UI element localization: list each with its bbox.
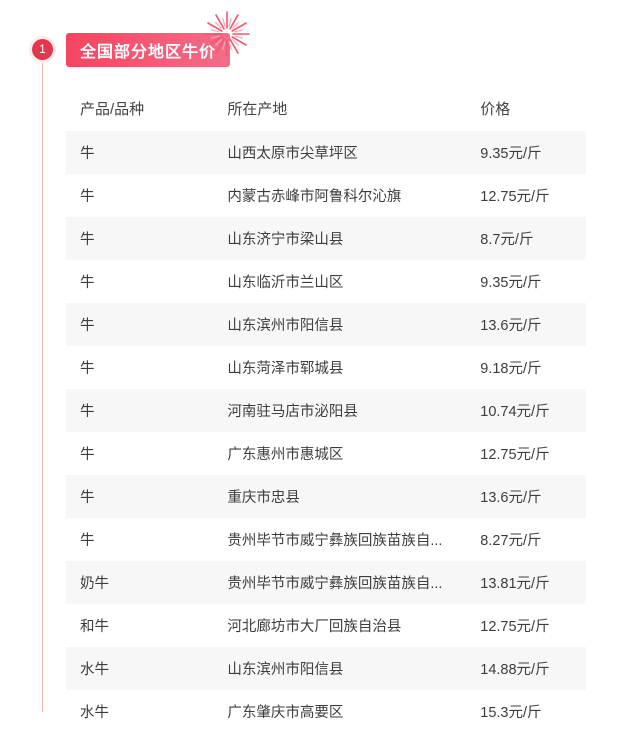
cell-origin: 山东滨州市阳信县 (213, 647, 467, 690)
cell-price: 13.6元/斤 (466, 475, 586, 518)
cell-price: 12.75元/斤 (480, 619, 550, 635)
column-header-product: 产品/品种 (66, 86, 214, 131)
cell-origin: 山西太原市尖草坪区 (213, 131, 467, 174)
table-row: 牛 广东惠州市惠城区 12.75元/斤 (66, 432, 586, 475)
cell-origin: 河北廊坊市大厂回族自治县 (227, 619, 402, 635)
cell-price: 14.88元/斤 (466, 647, 586, 690)
cell-product: 牛 (66, 475, 214, 518)
cell-origin: 贵州毕节市威宁彝族回族苗族自... (213, 561, 467, 604)
table-row: 牛 贵州毕节市威宁彝族回族苗族自... 8.27元/斤 (66, 518, 586, 561)
cell-product: 牛 (80, 533, 95, 549)
cell-price: 12.75元/斤 (480, 447, 550, 463)
cell-product: 和牛 (80, 619, 109, 635)
cell-product: 奶牛 (66, 561, 214, 604)
cell-product: 牛 (80, 275, 95, 291)
table-row: 牛河南驻马店市泌阳县 10.74元/斤 (66, 389, 586, 432)
cell-origin: 山东菏泽市郓城县 (227, 361, 344, 377)
cell-product: 牛 (66, 217, 214, 260)
cell-origin: 河南驻马店市泌阳县 (213, 389, 467, 432)
cell-product: 牛 (66, 389, 214, 432)
table-row: 牛重庆市忠县 13.6元/斤 (66, 475, 586, 518)
cell-origin: 贵州毕节市威宁彝族回族苗族自... (227, 533, 443, 549)
cell-price: 12.75元/斤 (480, 189, 550, 205)
page-title: 全国部分地区牛价 (80, 44, 217, 61)
beef-price-table: 产品/品种 所在产地 价格 牛山西太原市尖草坪区 9.35元/斤牛内蒙古赤峰市阿鲁… (66, 86, 586, 733)
table-row: 牛山东济宁市梁山县 8.7元/斤 (66, 217, 586, 260)
cell-origin: 广东惠州市惠城区 (227, 447, 344, 463)
cell-origin: 山东滨州市阳信县 (213, 303, 467, 346)
table-row: 牛山东滨州市阳信县 13.6元/斤 (66, 303, 586, 346)
cell-product: 水牛 (66, 647, 214, 690)
cell-product: 牛 (80, 189, 95, 205)
cell-price: 8.7元/斤 (466, 217, 586, 260)
table-row: 牛 山东临沂市兰山区 9.35元/斤 (66, 260, 586, 303)
step-badge: 1 (32, 39, 53, 60)
table-row: 奶牛 贵州毕节市威宁彝族回族苗族自... 13.81元/斤 (66, 561, 586, 604)
cell-product: 牛 (66, 303, 214, 346)
cell-price: 9.35元/斤 (480, 275, 542, 291)
table-row: 和牛 河北廊坊市大厂回族自治县 12.75元/斤 (66, 604, 586, 647)
cell-price: 9.35元/斤 (466, 131, 586, 174)
cell-price: 13.6元/斤 (466, 303, 586, 346)
cell-product: 牛 (66, 131, 214, 174)
cell-origin: 重庆市忠县 (213, 475, 467, 518)
timeline-rail (42, 50, 43, 712)
cell-price: 8.27元/斤 (480, 533, 542, 549)
column-header-origin: 所在产地 (213, 86, 467, 131)
cell-product: 牛 (80, 361, 95, 377)
table-header-row: 产品/品种 所在产地 价格 (66, 86, 586, 131)
cell-product: 牛 (80, 447, 95, 463)
table-row: 牛 山东菏泽市郓城县 9.18元/斤 (66, 346, 586, 389)
table-row: 牛山西太原市尖草坪区 9.35元/斤 (66, 131, 586, 174)
table-body: 牛山西太原市尖草坪区 9.35元/斤牛内蒙古赤峰市阿鲁科尔沁旗 12.75元/斤牛山… (66, 131, 586, 733)
section-title-banner: 全国部分地区牛价 (66, 33, 231, 67)
column-header-price: 价格 (466, 86, 586, 131)
cell-price: 13.81元/斤 (466, 561, 586, 604)
cell-origin: 内蒙古赤峰市阿鲁科尔沁旗 (227, 189, 402, 205)
table-row: 水牛 山东滨州市阳信县 14.88元/斤 (66, 647, 586, 690)
table-row: 牛 内蒙古赤峰市阿鲁科尔沁旗 12.75元/斤 (66, 174, 586, 217)
cell-origin: 山东临沂市兰山区 (227, 275, 344, 291)
cell-price: 9.18元/斤 (480, 361, 542, 377)
cell-origin: 山东济宁市梁山县 (213, 217, 467, 260)
cell-price: 10.74元/斤 (466, 389, 586, 432)
